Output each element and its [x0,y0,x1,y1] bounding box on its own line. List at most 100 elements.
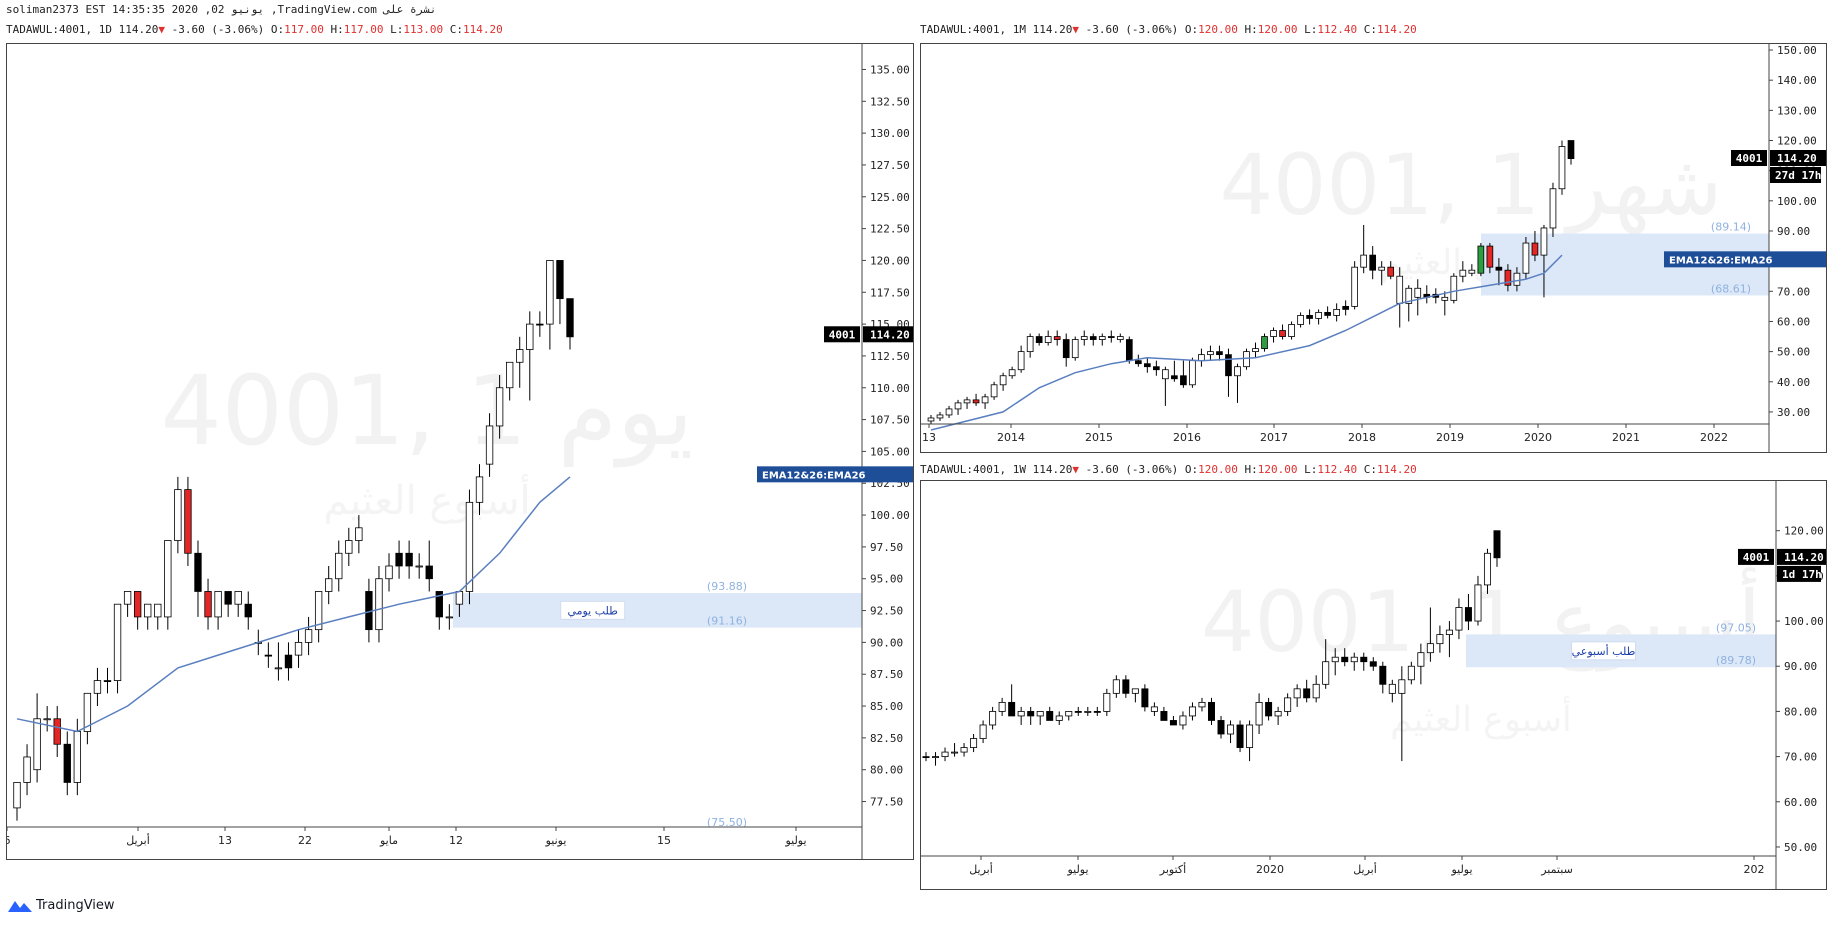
price-tick-label: 120.00 [1777,135,1817,148]
candle [1274,706,1282,725]
candle [981,393,989,409]
price-tick-label: 60.00 [1784,796,1817,809]
candle-body [941,751,949,758]
candle [1522,237,1530,280]
candle-body [1414,287,1422,298]
candle [264,642,273,668]
candle [355,515,363,554]
candle [1464,593,1472,631]
candle-body [1098,336,1106,340]
candle [1044,330,1052,346]
candle [556,260,564,325]
candle-body [1252,348,1259,353]
daily-chart-panel[interactable]: 4001, 1 يوم أسبوع العثيم (93.88) (91.16) طلب… [6,43,914,860]
candle [1103,688,1111,716]
candle-body [1071,339,1079,359]
candle [526,311,534,401]
candle-body [932,756,940,759]
candle-body [1065,711,1073,717]
candle-body [1483,552,1491,586]
candle [951,743,959,757]
daily-low: 113.00 [403,23,444,36]
candle-body [1549,188,1557,229]
candle [936,411,944,421]
ema-badge-label: EMA12&26:EMA26 [1669,255,1773,266]
candle [1062,333,1070,367]
candle [1207,345,1214,361]
daily-high: 117.00 [343,23,384,36]
weekly-change: -3.60 (-3.06%) [1085,463,1179,476]
candle-body [1062,339,1070,359]
zone-top-label: (97.05) [1716,621,1756,634]
monthly-high: 120.00 [1257,23,1298,36]
candle-body [1080,336,1088,340]
symbol-badge-label: 4001 [1736,152,1763,165]
candle [1455,598,1463,640]
candle-body [951,751,959,754]
candle [1324,306,1331,319]
candle-body [536,323,544,326]
candle-body [979,724,987,739]
candle-body [1036,711,1044,717]
candle [546,260,554,350]
symbol-badge-label: 4001 [1743,551,1770,564]
candle [435,591,443,630]
candle-body [556,260,564,300]
price-tick-label: 50.00 [1777,346,1810,359]
candle-body [1207,351,1214,356]
candle-body [990,384,998,398]
tradingview-logo[interactable]: TradingView [8,898,115,913]
candle-body [375,578,383,631]
weekly-chart-panel[interactable]: 4001, 1 أسبوع أسبوع العثيم (97.05) (89.78) ط… [920,480,1827,890]
candle-body [1331,656,1339,663]
candle [932,752,940,766]
candle-body [304,629,313,643]
candle [1246,720,1254,762]
candle [1360,652,1368,671]
candle [445,604,454,630]
candle [1483,548,1491,594]
zone-text-box [560,600,626,620]
candle [1369,657,1377,671]
candle-body [1225,354,1232,377]
candle [1331,648,1339,676]
candle [1279,324,1286,340]
weekly-high: 120.00 [1257,463,1298,476]
candle-body [970,738,978,748]
candle-body [546,260,554,325]
candle-body [1333,308,1340,316]
candle [954,399,962,415]
top-header-line: soliman2373 EST 14:35:35 2020 ,02 يونيو … [6,3,437,16]
candle-body [1342,305,1349,310]
daily-chart[interactable]: 4001, 1 يوم أسبوع العثيم (93.88) (91.16) طلب… [7,44,914,860]
candle-body [1426,643,1434,654]
candle [922,752,930,762]
candle-body [1198,701,1206,708]
candle [1423,285,1431,304]
candle-body [1459,269,1467,277]
time-tick-label: 2021 [1612,431,1640,444]
candle-body [1026,336,1034,353]
down-arrow-icon: ▼ [1072,23,1079,36]
candle [1162,366,1169,406]
candle [103,667,112,694]
candle [1322,639,1330,689]
candle [385,553,393,592]
candle-body [1522,242,1530,274]
candle-body [1387,266,1395,277]
time-tick-label: أبريل [1353,862,1377,876]
price-tick-label: 130.00 [1777,104,1817,117]
last-price-badge [1777,548,1826,565]
candle [1225,348,1232,397]
candle-body [1540,227,1548,256]
candle-body [475,476,484,503]
monthly-chart-panel[interactable]: 4001, 1 شهر أسبوع العثيم (89.14) (68.61) 30.… [920,43,1827,453]
candle-body [1089,336,1097,340]
candle [1312,675,1320,703]
candle [506,361,514,401]
candle-body [1513,272,1521,286]
price-tick-label: 90.00 [870,636,903,649]
candle [1405,285,1413,322]
